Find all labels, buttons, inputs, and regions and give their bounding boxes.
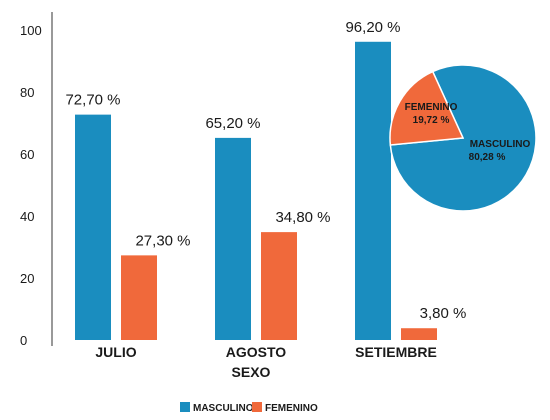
bars: [75, 41, 437, 340]
data-label: 3,80 %: [420, 305, 467, 322]
bar-femenino-julio: [121, 255, 157, 340]
bar-femenino-agosto: [261, 232, 297, 340]
data-label: 27,30 %: [135, 232, 190, 249]
legend-label: MASCULINO: [193, 403, 254, 414]
pie-label-femenino: FEMENINO: [405, 102, 458, 113]
pie-value-masculino: 80,28 %: [469, 152, 506, 163]
y-tick-label: 40: [20, 209, 34, 224]
bar-masculino-agosto: [215, 137, 251, 340]
legend-swatch: [180, 402, 190, 412]
pie-value-femenino: 19,72 %: [413, 115, 450, 126]
bar-masculino-setiembre: [355, 41, 391, 340]
bar-femenino-setiembre: [401, 328, 437, 340]
legend-swatch: [252, 402, 262, 412]
pie-slice-femenino: [389, 70, 465, 146]
y-tick-label: 20: [20, 271, 34, 286]
y-tick-label: 80: [20, 85, 34, 100]
category-label: AGOSTO: [226, 344, 287, 360]
data-label: 96,20 %: [345, 19, 400, 36]
data-label: 65,20 %: [205, 115, 260, 132]
category-label: JULIO: [95, 344, 136, 360]
y-tick-label: 60: [20, 147, 34, 162]
x-axis-title: SEXO: [232, 364, 271, 380]
y-axis: 0 20 40 60 80 100: [20, 12, 53, 348]
legend-item-femenino: FEMENINO: [252, 402, 318, 414]
pie-chart: FEMENINO 19,72 % MASCULINO 80,28 %: [389, 64, 537, 212]
data-label: 34,80 %: [275, 209, 330, 226]
legend-label: FEMENINO: [265, 403, 318, 414]
data-labels: 72,70 % 27,30 % 65,20 % 34,80 % 96,20 % 3,80 …: [65, 19, 466, 322]
data-label: 72,70 %: [65, 92, 120, 109]
category-labels: JULIO AGOSTO SETIEMBRE: [95, 344, 436, 360]
y-tick-label: 0: [20, 333, 27, 348]
y-tick-label: 100: [20, 23, 42, 38]
category-label: SETIEMBRE: [355, 344, 437, 360]
legend-item-masculino: MASCULINO: [180, 402, 254, 414]
pie-label-masculino: MASCULINO: [470, 139, 531, 150]
bar-masculino-julio: [75, 114, 111, 340]
legend: MASCULINO FEMENINO: [180, 402, 318, 414]
